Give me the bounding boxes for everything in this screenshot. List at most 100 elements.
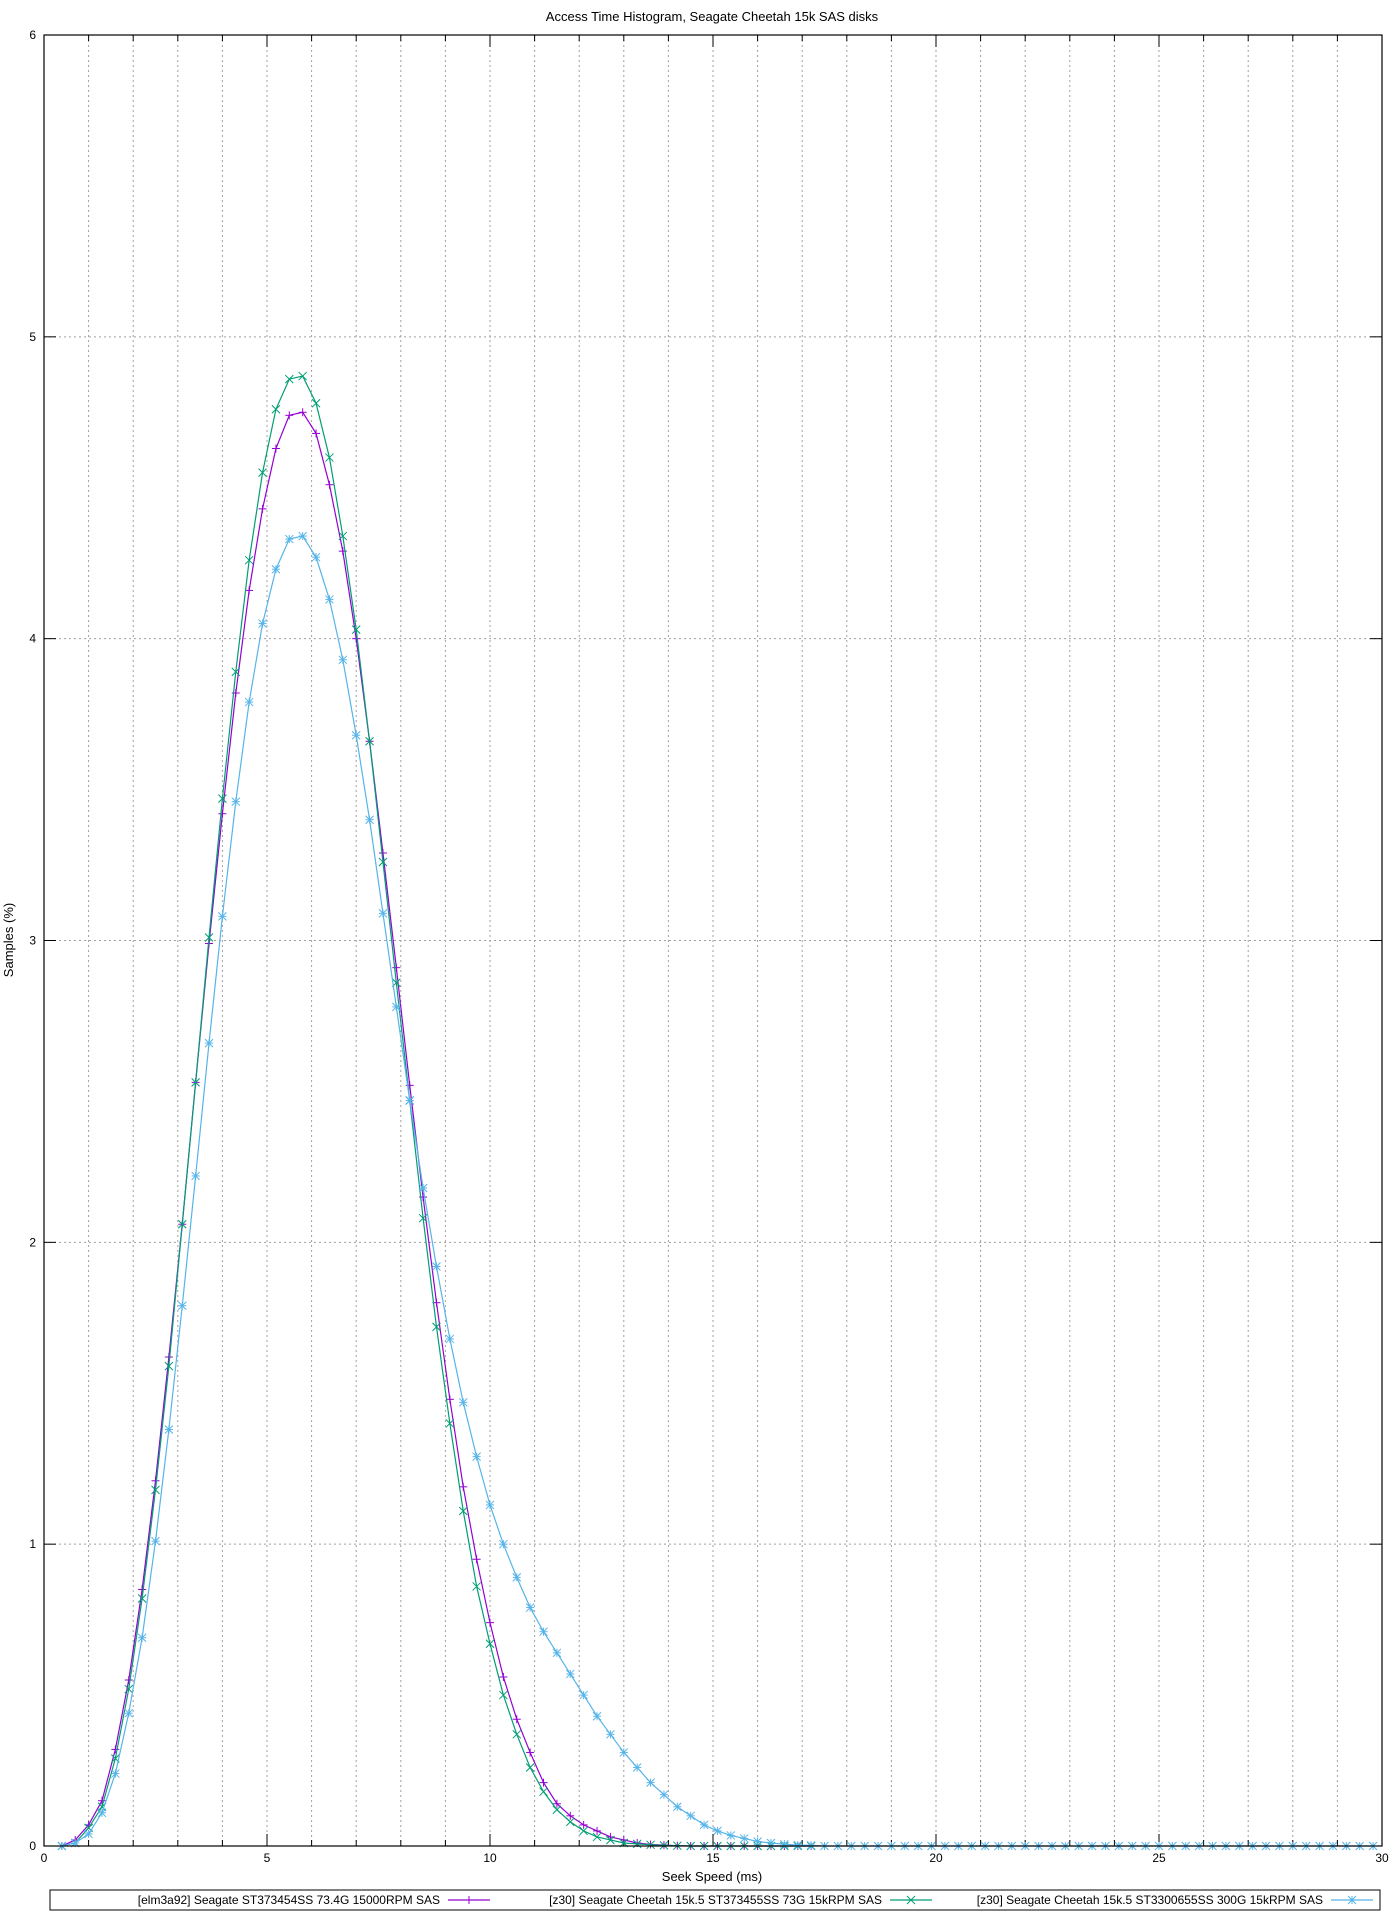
- x-tick-label: 20: [929, 1851, 943, 1865]
- chart-title: Access Time Histogram, Seagate Cheetah 1…: [546, 9, 879, 24]
- data-point-marker: [97, 1808, 107, 1818]
- data-point-marker: [485, 1500, 495, 1510]
- data-point-marker: [311, 398, 321, 408]
- data-point-marker: [244, 697, 254, 707]
- data-point-marker: [204, 1038, 214, 1048]
- data-point-marker: [231, 797, 241, 807]
- legend-entry: [elm3a92] Seagate ST373454SS 73.4G 15000…: [138, 1893, 490, 1907]
- legend-entry: [z30] Seagate Cheetah 15k.5 ST3300655SS …: [977, 1893, 1373, 1907]
- data-point-marker: [177, 1301, 187, 1311]
- data-point-marker: [579, 1690, 589, 1700]
- legend-label: [elm3a92] Seagate ST373454SS 73.4G 15000…: [138, 1893, 440, 1907]
- data-point-marker: [325, 453, 334, 462]
- data-point-marker: [351, 730, 361, 740]
- data-point-marker: [472, 1582, 481, 1591]
- data-point-marker: [365, 736, 374, 746]
- data-point-marker: [686, 1811, 696, 1821]
- data-point-marker: [565, 1669, 575, 1679]
- data-point-marker: [378, 857, 388, 867]
- x-tick-label: 5: [264, 1851, 271, 1865]
- data-point-marker: [338, 531, 348, 541]
- x-axis-label: Seek Speed (ms): [662, 1869, 762, 1884]
- data-point-marker: [284, 534, 294, 544]
- legend: [elm3a92] Seagate ST373454SS 73.4G 15000…: [49, 1889, 1381, 1911]
- series-2: [57, 371, 816, 1851]
- data-point-marker: [806, 1841, 816, 1850]
- series-1: [57, 408, 816, 1850]
- data-point-marker: [632, 1763, 642, 1772]
- data-point-marker: [338, 655, 348, 665]
- legend-label: [z30] Seagate Cheetah 15k.5 ST373455SS 7…: [549, 1893, 882, 1907]
- x-tick-label: 25: [1152, 1851, 1166, 1865]
- data-point-marker: [699, 1820, 709, 1830]
- plot-border: [43, 34, 1383, 1847]
- data-point-marker: [739, 1834, 749, 1843]
- data-point-marker: [539, 1787, 548, 1797]
- data-point-marker: [1347, 1895, 1357, 1905]
- data-point-marker: [111, 1769, 120, 1778]
- data-point-marker: [231, 667, 241, 677]
- data-point-marker: [271, 404, 281, 414]
- data-point-marker: [525, 1763, 535, 1772]
- data-point-marker: [780, 1839, 789, 1849]
- data-point-marker: [659, 1841, 669, 1850]
- data-point-marker: [418, 1213, 428, 1223]
- data-point-marker: [284, 374, 294, 384]
- data-point-marker: [606, 1729, 615, 1739]
- series-line: [61, 375, 812, 1847]
- data-point-marker: [137, 1594, 147, 1603]
- axis-ticks: 0 5 10 15 20 25 30 0 1 2 3 4 5 6: [29, 28, 1389, 1865]
- data-point-marker: [325, 595, 334, 604]
- data-point-marker: [191, 1171, 200, 1181]
- y-tick-label: 2: [29, 1235, 36, 1249]
- data-point-marker: [218, 911, 227, 921]
- series-line: [61, 535, 1374, 1847]
- data-point-marker: [539, 1627, 548, 1637]
- data-point-marker: [204, 933, 214, 942]
- data-point-marker: [351, 625, 361, 634]
- data-point-marker: [793, 1840, 803, 1850]
- y-tick-label: 0: [29, 1839, 36, 1853]
- y-axis-label: Samples (%): [1, 903, 16, 977]
- legend-box: [49, 1889, 1381, 1911]
- data-point-marker: [124, 1684, 134, 1694]
- data-point-marker: [512, 1729, 522, 1739]
- data-point-marker: [646, 1778, 655, 1787]
- data-point-marker: [432, 1262, 441, 1271]
- y-tick-label: 3: [29, 934, 36, 948]
- data-point-marker: [137, 1633, 147, 1643]
- data-point-marker: [378, 908, 388, 918]
- data-point-marker: [418, 1183, 428, 1193]
- data-point-marker: [499, 1539, 508, 1549]
- data-point-marker: [84, 1829, 93, 1839]
- data-point-marker: [646, 1840, 655, 1850]
- data-point-marker: [565, 1817, 575, 1827]
- data-point-marker: [124, 1708, 134, 1718]
- data-point-marker: [445, 1334, 455, 1344]
- data-point-marker: [445, 1419, 455, 1428]
- data-point-marker: [164, 1361, 174, 1371]
- series-3: [57, 531, 1378, 1851]
- data-point-marker: [579, 1826, 589, 1836]
- data-point-marker: [472, 1452, 481, 1461]
- data-point-marker: [552, 1648, 562, 1658]
- x-tick-label: 30: [1375, 1851, 1389, 1865]
- data-point-marker: [659, 1790, 669, 1800]
- data-point-marker: [311, 552, 321, 562]
- x-tick-label: 0: [41, 1851, 48, 1865]
- x-tick-label: 10: [483, 1851, 497, 1865]
- data-point-marker: [713, 1826, 722, 1836]
- data-point-marker: [258, 468, 267, 478]
- data-point-marker: [271, 564, 281, 574]
- data-point-marker: [191, 1078, 200, 1087]
- data-point-marker: [111, 1754, 120, 1763]
- y-tick-label: 4: [29, 632, 36, 646]
- data-point-marker: [606, 1835, 615, 1845]
- y-tick-label: 1: [29, 1537, 36, 1551]
- data-point-marker: [906, 1895, 916, 1905]
- data-point-marker: [592, 1832, 602, 1842]
- y-tick-label: 6: [29, 28, 36, 42]
- series-line: [61, 411, 812, 1847]
- data-point-marker: [258, 619, 267, 628]
